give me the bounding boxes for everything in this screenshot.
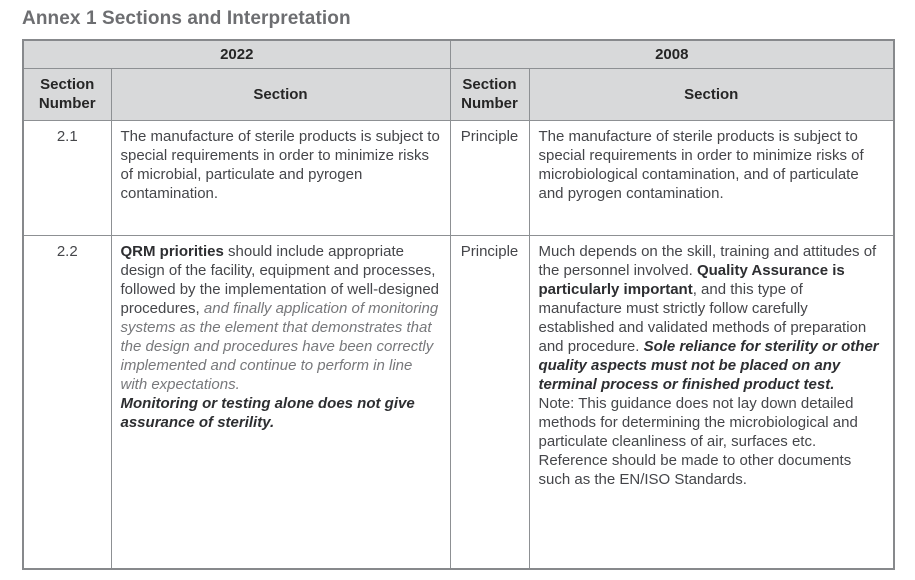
text-segment: Much depends on the skill, training and … <box>538 242 877 279</box>
column-header-row: Section Number Section Section Number Se… <box>22 67 895 121</box>
comparison-table: 2022 2008 Section Number Section Section… <box>22 39 895 570</box>
text-segment: Note: This guidance does not lay down de… <box>538 394 858 488</box>
table-body: 2.1 The manufacture of sterile products … <box>22 119 895 570</box>
section-number-cell-2008: Principle <box>449 119 530 236</box>
text-segment: , and this type of manufacture must stri… <box>538 280 867 355</box>
section-text-cell-2022: The manufacture of sterile products is s… <box>110 119 451 236</box>
column-header-section-number-2022: Section Number <box>22 67 112 121</box>
text-segment: The manufacture of sterile products is s… <box>538 127 864 202</box>
column-header-section-number-2008: Section Number <box>449 67 530 121</box>
text-segment: Quality Assurance is particularly import… <box>538 261 845 298</box>
column-header-section-2008: Section <box>528 67 895 121</box>
text-segment: QRM priorities <box>120 242 224 260</box>
year-header-2008: 2008 <box>449 39 895 69</box>
table-row: 2.1 The manufacture of sterile products … <box>22 119 895 236</box>
section-text-cell-2008: Much depends on the skill, training and … <box>528 234 895 570</box>
text-segment: and finally application of monitoring sy… <box>120 299 439 393</box>
section-text-cell-2008: The manufacture of sterile products is s… <box>528 119 895 236</box>
text-segment: Sole reliance for sterility or other qua… <box>538 337 879 393</box>
year-header-2022: 2022 <box>22 39 451 69</box>
text-segment: should include appropriate design of the… <box>120 242 440 317</box>
text-segment: Monitoring or testing alone does not giv… <box>120 394 415 431</box>
table-row: 2.2 QRM priorities should include approp… <box>22 234 895 570</box>
section-number-cell-2022: 2.2 <box>22 234 112 570</box>
text-segment: The manufacture of sterile products is s… <box>120 127 440 202</box>
column-header-section-2022: Section <box>110 67 451 121</box>
year-header-row: 2022 2008 <box>22 39 895 69</box>
section-text-cell-2022: QRM priorities should include appropriat… <box>110 234 451 570</box>
section-number-cell-2008: Principle <box>449 234 530 570</box>
table-header: 2022 2008 Section Number Section Section… <box>22 39 895 121</box>
page-title: Annex 1 Sections and Interpretation <box>22 8 351 29</box>
section-number-cell-2022: 2.1 <box>22 119 112 236</box>
